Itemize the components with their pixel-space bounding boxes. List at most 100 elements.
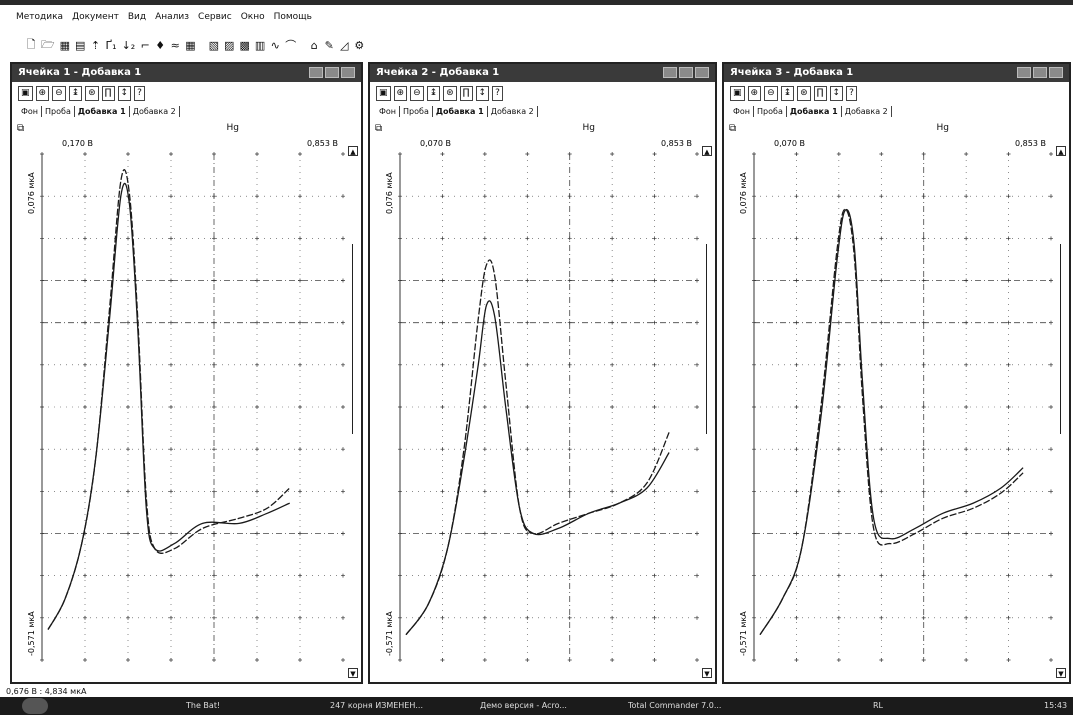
close-icon[interactable] bbox=[695, 67, 709, 78]
menu-help[interactable]: Помощь bbox=[273, 12, 312, 22]
tab-1[interactable]: Проба bbox=[42, 106, 75, 117]
voltammogram-plot[interactable]: 0,070 В 0,853 В 0,076 мкА -0,571 мкА bbox=[370, 64, 715, 682]
marker-icon[interactable]: ⊛ bbox=[797, 86, 811, 101]
scroll-down-button[interactable]: ▼ bbox=[348, 668, 358, 678]
axis-icon[interactable]: ↕ bbox=[117, 86, 132, 101]
scale-icon[interactable]: ↨ bbox=[68, 86, 83, 101]
open-file-icon[interactable]: 🗁 bbox=[41, 37, 55, 51]
fit-view-icon[interactable]: ▣ bbox=[376, 86, 391, 101]
scroll-up-button[interactable]: ▲ bbox=[1056, 146, 1066, 156]
zoom-out-icon[interactable]: ⊖ bbox=[410, 86, 424, 101]
menu-document[interactable]: Документ bbox=[72, 12, 119, 22]
minimize-icon[interactable] bbox=[1017, 67, 1031, 78]
zoom-in-icon[interactable]: ⊕ bbox=[747, 86, 762, 101]
tab-3[interactable]: Добавка 2 bbox=[130, 106, 180, 117]
tab-0[interactable]: Фон bbox=[730, 106, 755, 117]
tab-1[interactable]: Проба bbox=[754, 106, 787, 117]
scrollbar-thumb[interactable] bbox=[706, 244, 707, 434]
step1-icon[interactable]: ⇡ bbox=[90, 38, 101, 52]
menu-view[interactable]: Вид bbox=[127, 12, 147, 22]
tab-2[interactable]: Добавка 1 bbox=[787, 106, 842, 117]
chart3-icon[interactable]: ▨ bbox=[224, 38, 235, 52]
tab-1[interactable]: Проба bbox=[400, 106, 433, 117]
calc-icon[interactable]: ⌂ bbox=[310, 38, 318, 52]
copy-plot-icon[interactable]: ⧉ bbox=[729, 123, 737, 134]
maximize-icon[interactable] bbox=[679, 67, 693, 78]
step2-icon[interactable]: Ґ₁ bbox=[105, 38, 117, 52]
cell-window-2[interactable]: Ячейка 2 - Добавка 1 ▣ ⊕ ⊖ ↨ ⊛ ∏ ↕? Фон Проба Доба… bbox=[368, 62, 717, 684]
taskbar-item-thebat[interactable]: The Bat! bbox=[186, 701, 221, 710]
minimize-icon[interactable] bbox=[663, 67, 677, 78]
curve-icon[interactable]: ∿ bbox=[270, 38, 280, 52]
help-icon[interactable]: ? bbox=[134, 86, 145, 101]
zoom-in-icon[interactable]: ⊕ bbox=[393, 86, 408, 101]
scrollbar-thumb[interactable] bbox=[352, 244, 353, 434]
menu-metodika[interactable]: Методика bbox=[16, 12, 64, 22]
fit-view-icon[interactable]: ▣ bbox=[730, 86, 745, 101]
step3-icon[interactable]: ↓₂ bbox=[121, 38, 136, 52]
scroll-up-button[interactable]: ▲ bbox=[702, 146, 712, 156]
menu-analysis[interactable]: Анализ bbox=[155, 12, 190, 22]
zoom-out-icon[interactable]: ⊖ bbox=[764, 86, 778, 101]
tab-3[interactable]: Добавка 2 bbox=[488, 106, 538, 117]
tab-0[interactable]: Фон bbox=[18, 106, 43, 117]
help-icon[interactable]: ? bbox=[492, 86, 503, 101]
window-title-bar[interactable]: Ячейка 2 - Добавка 1 bbox=[370, 64, 715, 82]
settings-icon[interactable]: ⚙ bbox=[354, 38, 365, 52]
axis-icon[interactable]: ↕ bbox=[475, 86, 490, 101]
menu-service[interactable]: Сервис bbox=[198, 12, 232, 22]
menu-window[interactable]: Окно bbox=[240, 12, 265, 22]
peak-icon[interactable]: ∏ bbox=[459, 86, 473, 101]
cell-window-1[interactable]: Ячейка 1 - Добавка 1 ▣ ⊕ ⊖ ↨ ⊛ ∏ ↕? Фон Проба Доба… bbox=[10, 62, 363, 684]
taskbar-item-document[interactable]: 247 корня ИЗМЕНЕН... bbox=[330, 701, 423, 710]
tab-2[interactable]: Добавка 1 bbox=[75, 106, 130, 117]
close-icon[interactable] bbox=[1049, 67, 1063, 78]
scroll-up-button[interactable]: ▲ bbox=[348, 146, 358, 156]
taskbar-item-acrobat[interactable]: Демо версия - Acro... bbox=[480, 701, 567, 710]
close-icon[interactable] bbox=[341, 67, 355, 78]
zoom-in-icon[interactable]: ⊕ bbox=[35, 86, 50, 101]
new-file-icon[interactable]: 🗋 bbox=[26, 37, 36, 51]
cursor-icon[interactable]: ⌐ bbox=[140, 38, 150, 52]
language-indicator[interactable]: RL bbox=[873, 701, 884, 710]
maximize-icon[interactable] bbox=[325, 67, 339, 78]
save-icon[interactable]: ▦ bbox=[59, 38, 71, 52]
plot-icon[interactable]: ◿ bbox=[340, 38, 349, 52]
scale-icon[interactable]: ↨ bbox=[426, 86, 441, 101]
drop-icon[interactable]: ♦ bbox=[155, 38, 166, 52]
peak-icon[interactable]: ∏ bbox=[101, 86, 115, 101]
edit-icon[interactable]: ✎ bbox=[324, 38, 334, 52]
maximize-icon[interactable] bbox=[1033, 67, 1047, 78]
chart2-icon[interactable]: ▧ bbox=[208, 38, 220, 52]
cell-window-3[interactable]: Ячейка 3 - Добавка 1 ▣ ⊕ ⊖ ↨ ⊛ ∏ ↕? Фон Проба Доба… bbox=[722, 62, 1071, 684]
voltammogram-plot[interactable]: 0,170 В 0,853 В 0,076 мкА -0,571 мкА bbox=[12, 64, 361, 682]
axis-icon[interactable]: ↕ bbox=[829, 86, 844, 101]
chart1-icon[interactable]: ▦ bbox=[185, 38, 196, 52]
copy-plot-icon[interactable]: ⧉ bbox=[375, 123, 383, 134]
trace-icon[interactable]: ⌒ bbox=[285, 39, 297, 52]
fit-view-icon[interactable]: ▣ bbox=[18, 86, 33, 101]
scrollbar-thumb[interactable] bbox=[1060, 244, 1061, 434]
help-icon[interactable]: ? bbox=[846, 86, 857, 101]
taskbar-item-totalcommander[interactable]: Total Commander 7.0... bbox=[628, 701, 722, 710]
marker-icon[interactable]: ⊛ bbox=[443, 86, 457, 101]
start-button[interactable] bbox=[22, 698, 48, 714]
copy-plot-icon[interactable]: ⧉ bbox=[17, 123, 25, 134]
tab-0[interactable]: Фон bbox=[376, 106, 401, 117]
peak-icon[interactable]: ∏ bbox=[813, 86, 827, 101]
tab-3[interactable]: Добавка 2 bbox=[842, 106, 892, 117]
scroll-down-button[interactable]: ▼ bbox=[1056, 668, 1066, 678]
tab-2[interactable]: Добавка 1 bbox=[433, 106, 488, 117]
voltammogram-plot[interactable]: 0,070 В 0,853 В 0,076 мкА -0,571 мкА bbox=[724, 64, 1069, 682]
chart4-icon[interactable]: ▩ bbox=[239, 38, 250, 52]
electrode-icon[interactable]: ≈ bbox=[170, 38, 180, 52]
scroll-down-button[interactable]: ▼ bbox=[702, 668, 712, 678]
marker-icon[interactable]: ⊛ bbox=[85, 86, 99, 101]
grid-icon[interactable]: ▤ bbox=[75, 38, 86, 52]
window-title-bar[interactable]: Ячейка 3 - Добавка 1 bbox=[724, 64, 1069, 82]
zoom-out-icon[interactable]: ⊖ bbox=[52, 86, 66, 101]
scale-icon[interactable]: ↨ bbox=[780, 86, 795, 101]
window-title-bar[interactable]: Ячейка 1 - Добавка 1 bbox=[12, 64, 361, 82]
minimize-icon[interactable] bbox=[309, 67, 323, 78]
table-icon[interactable]: ▥ bbox=[254, 38, 266, 52]
